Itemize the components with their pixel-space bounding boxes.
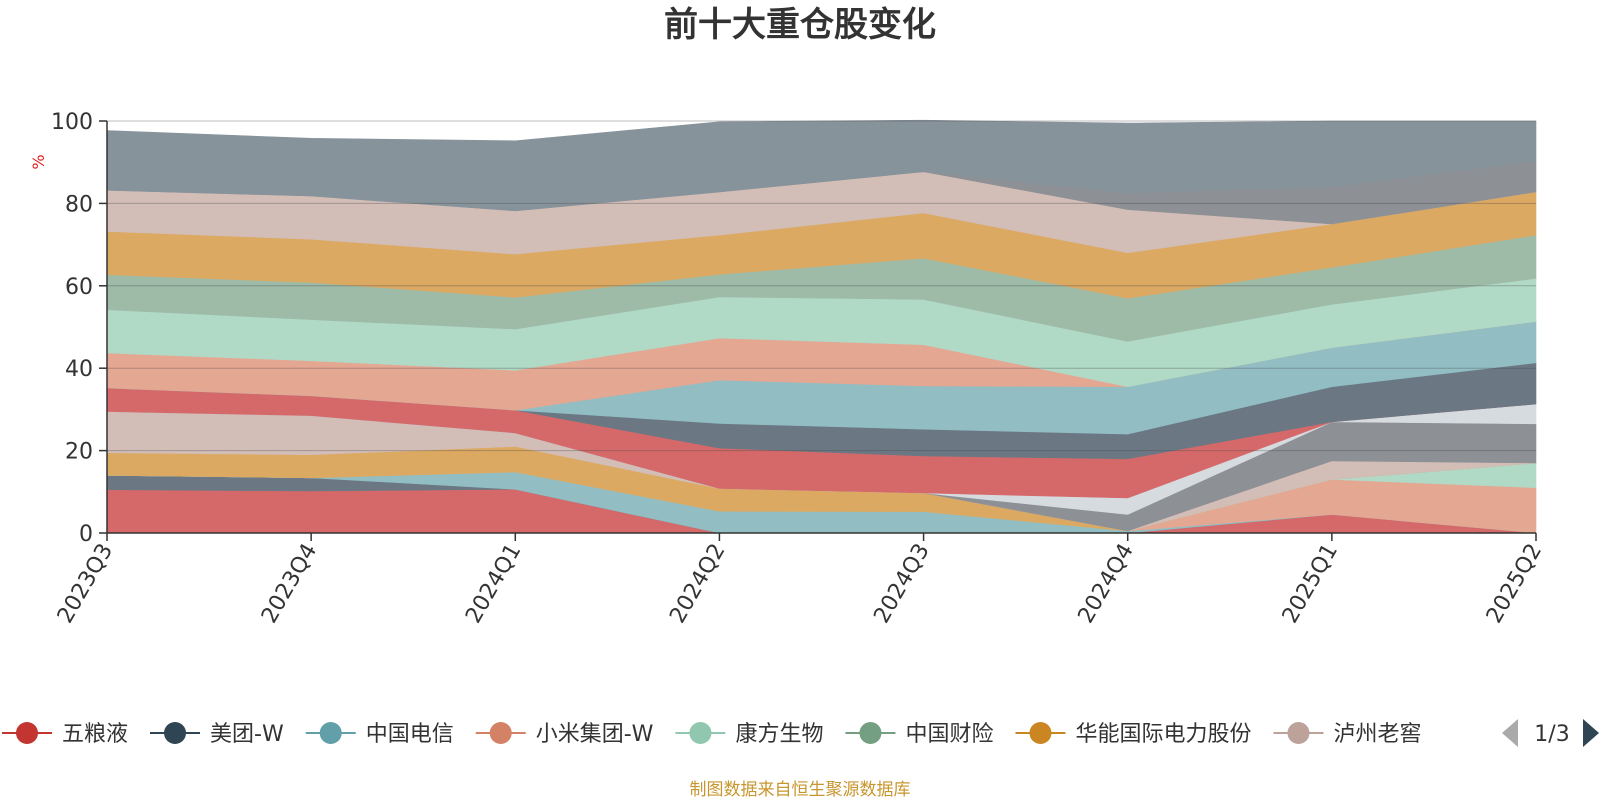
- legend-item[interactable]: 小米集团-W: [475, 722, 654, 747]
- y-tick-label: 0: [79, 522, 93, 547]
- legend-label: 康方生物: [735, 722, 823, 747]
- legend-item[interactable]: 美团-W: [150, 722, 284, 747]
- legend-marker: [859, 722, 882, 744]
- area-layers: [106, 119, 1537, 534]
- y-tick-label: 60: [65, 275, 93, 300]
- y-axis-unit: %: [29, 154, 48, 169]
- legend-label: 小米集团-W: [536, 722, 654, 747]
- x-tick-label: 2024Q4: [1074, 540, 1139, 628]
- x-tick-label: 2025Q2: [1482, 540, 1547, 628]
- legend-page-indicator: 1/3: [1534, 722, 1569, 747]
- legend-marker: [319, 722, 342, 744]
- legend-label: 泸州老窖: [1333, 722, 1421, 747]
- y-tick-label: 20: [65, 440, 93, 465]
- x-tick-label: 2024Q2: [665, 540, 730, 628]
- y-tick-label: 100: [51, 110, 93, 135]
- legend-marker: [489, 722, 512, 744]
- chart-title: 前十大重仓股变化: [664, 5, 936, 45]
- data-source-note: 制图数据来自恒生聚源数据库: [690, 780, 911, 800]
- legend-label: 中国电信: [366, 722, 454, 747]
- legend-marker: [164, 722, 187, 744]
- legend-marker: [689, 722, 712, 744]
- triangle-left-icon[interactable]: [1502, 719, 1518, 747]
- legend-item[interactable]: 华能国际电力股份: [1015, 722, 1251, 747]
- y-tick-label: 40: [65, 357, 93, 382]
- x-tick-label: 2025Q1: [1278, 540, 1343, 628]
- x-tick-label: 2024Q1: [461, 540, 526, 628]
- legend-items: 五粮液 美团-W 中国电信 小米集团-W 康方生物 中国财险 华能国际电力股份 泸州老窖: [2, 722, 1422, 747]
- legend-label: 华能国际电力股份: [1075, 722, 1251, 747]
- x-tick-label: 2023Q3: [53, 540, 118, 628]
- legend-label: 美团-W: [210, 722, 284, 747]
- y-tick-label: 80: [65, 192, 93, 217]
- legend: 五粮液 美团-W 中国电信 小米集团-W 康方生物 中国财险 华能国际电力股份 泸州老窖 1/3: [2, 719, 1599, 747]
- legend-item[interactable]: 五粮液: [2, 722, 128, 747]
- legend-item[interactable]: 泸州老窖: [1273, 722, 1422, 747]
- legend-item[interactable]: 中国财险: [845, 722, 993, 747]
- triangle-right-icon[interactable]: [1583, 719, 1599, 747]
- x-tick-label: 2024Q3: [869, 540, 934, 628]
- legend-marker: [1029, 722, 1052, 744]
- legend-item[interactable]: 康方生物: [675, 722, 823, 747]
- area-series-19: [106, 119, 1537, 212]
- legend-label: 五粮液: [62, 722, 128, 747]
- legend-item[interactable]: 中国电信: [305, 722, 454, 747]
- legend-marker: [1287, 722, 1310, 744]
- x-tick-label: 2023Q4: [257, 540, 322, 628]
- legend-marker: [16, 722, 38, 744]
- legend-label: 中国财险: [905, 722, 993, 747]
